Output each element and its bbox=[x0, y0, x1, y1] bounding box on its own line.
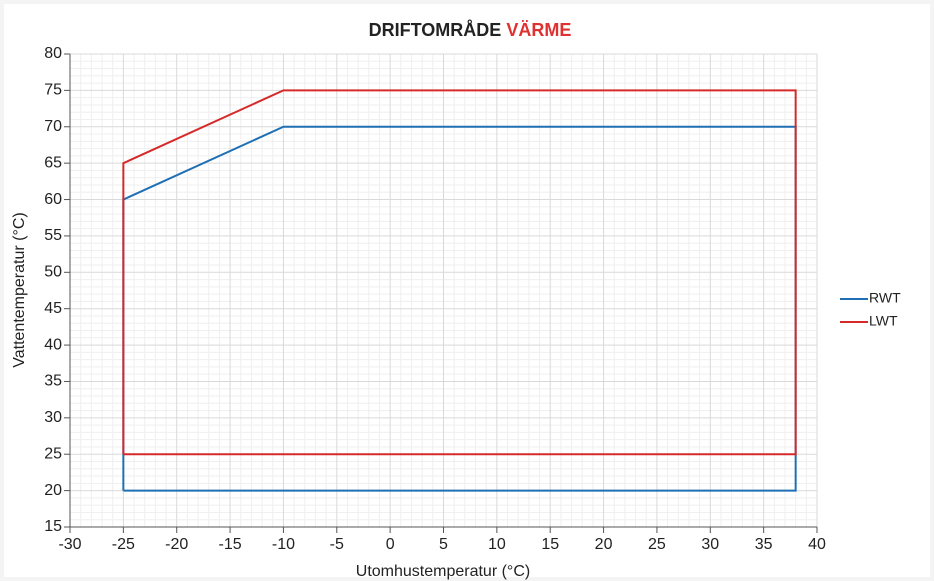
legend-label: LWT bbox=[869, 313, 898, 329]
series-line bbox=[122, 89, 797, 456]
y-tick-label: 55 bbox=[44, 227, 62, 244]
x-tick-label: 15 bbox=[541, 536, 559, 553]
y-tick-label: 25 bbox=[44, 445, 62, 462]
y-tick-label: 70 bbox=[44, 118, 62, 135]
y-tick-label: 40 bbox=[44, 336, 62, 353]
x-tick-label: 0 bbox=[386, 536, 395, 553]
x-tick-label: 10 bbox=[488, 536, 506, 553]
chart-title: DRIFTOMRÅDE VÄRME bbox=[369, 20, 572, 40]
x-tick-label: 5 bbox=[439, 536, 448, 553]
y-tick-label: 20 bbox=[44, 482, 62, 499]
x-tick-label: 20 bbox=[595, 536, 613, 553]
title-part: DRIFTOMRÅDE bbox=[369, 20, 502, 40]
chart-background bbox=[4, 4, 930, 577]
title-part: VÄRME bbox=[506, 20, 571, 40]
x-tick-label: 35 bbox=[755, 536, 773, 553]
y-tick-label: 15 bbox=[44, 518, 62, 535]
x-tick-label: 30 bbox=[701, 536, 719, 553]
y-tick-label: 30 bbox=[44, 409, 62, 426]
legend-label: RWT bbox=[869, 290, 901, 306]
x-tick-label: -30 bbox=[58, 536, 81, 553]
y-tick-label: 60 bbox=[44, 191, 62, 208]
x-tick-label: -10 bbox=[272, 536, 295, 553]
x-tick-label: -20 bbox=[165, 536, 188, 553]
x-axis-label: Utomhustemperatur (°C) bbox=[356, 563, 530, 580]
y-tick-label: 45 bbox=[44, 300, 62, 317]
x-tick-label: -25 bbox=[112, 536, 135, 553]
x-tick-label: -5 bbox=[330, 536, 344, 553]
y-tick-label: 65 bbox=[44, 154, 62, 171]
x-tick-label: -15 bbox=[219, 536, 242, 553]
y-tick-label: 50 bbox=[44, 264, 62, 281]
y-tick-label: 75 bbox=[44, 82, 62, 99]
x-tick-label: 25 bbox=[648, 536, 666, 553]
x-tick-label: 40 bbox=[808, 536, 826, 553]
y-axis-label: Vattentemperatur (°C) bbox=[11, 212, 28, 368]
y-tick-label: 80 bbox=[44, 45, 62, 62]
y-tick-label: 35 bbox=[44, 373, 62, 390]
